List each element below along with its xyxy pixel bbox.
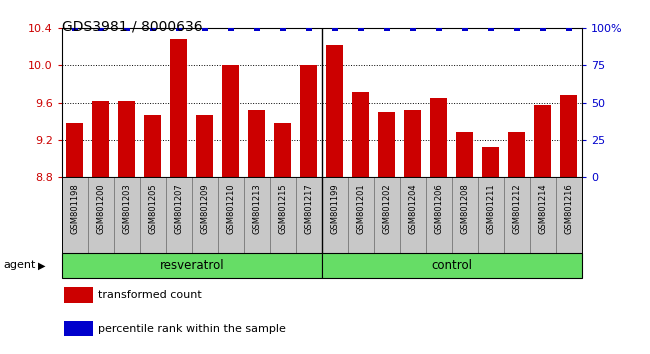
Text: GSM801202: GSM801202 xyxy=(382,183,391,234)
Text: GSM801212: GSM801212 xyxy=(512,183,521,234)
Bar xyxy=(300,64,317,177)
Bar xyxy=(66,123,83,177)
Text: ▶: ▶ xyxy=(38,261,46,270)
Text: GSM801201: GSM801201 xyxy=(356,183,365,234)
Bar xyxy=(274,123,291,177)
Text: control: control xyxy=(431,259,473,272)
Text: percentile rank within the sample: percentile rank within the sample xyxy=(98,324,286,333)
Bar xyxy=(322,253,582,278)
Bar xyxy=(196,115,213,177)
Bar xyxy=(430,98,447,177)
Bar xyxy=(144,115,161,177)
Text: GSM801205: GSM801205 xyxy=(148,183,157,234)
Text: GSM801215: GSM801215 xyxy=(278,183,287,234)
Text: agent: agent xyxy=(3,261,36,270)
Bar xyxy=(378,112,395,177)
Bar xyxy=(352,92,369,177)
Bar xyxy=(222,64,239,177)
Text: GSM801217: GSM801217 xyxy=(304,183,313,234)
Text: GSM801213: GSM801213 xyxy=(252,183,261,234)
Bar xyxy=(64,321,93,336)
Bar xyxy=(508,132,525,177)
Bar xyxy=(456,132,473,177)
Text: resveratrol: resveratrol xyxy=(159,259,224,272)
Bar xyxy=(92,101,109,177)
Bar xyxy=(534,104,551,177)
Text: GSM801203: GSM801203 xyxy=(122,183,131,234)
Text: transformed count: transformed count xyxy=(98,290,202,300)
Text: GSM801210: GSM801210 xyxy=(226,183,235,234)
Bar xyxy=(248,110,265,177)
Text: GSM801211: GSM801211 xyxy=(486,183,495,234)
Text: GSM801204: GSM801204 xyxy=(408,183,417,234)
Text: GDS3981 / 8000636: GDS3981 / 8000636 xyxy=(62,19,202,34)
Text: GSM801216: GSM801216 xyxy=(564,183,573,234)
Text: GSM801209: GSM801209 xyxy=(200,183,209,234)
Bar xyxy=(560,95,577,177)
Bar xyxy=(404,110,421,177)
Text: GSM801198: GSM801198 xyxy=(70,183,79,234)
Text: GSM801206: GSM801206 xyxy=(434,183,443,234)
Bar xyxy=(326,45,343,177)
Text: GSM801207: GSM801207 xyxy=(174,183,183,234)
Text: GSM801199: GSM801199 xyxy=(330,183,339,234)
Bar xyxy=(64,287,93,303)
Bar xyxy=(482,147,499,177)
Text: GSM801214: GSM801214 xyxy=(538,183,547,234)
Bar xyxy=(170,40,187,177)
Bar xyxy=(62,253,322,278)
Text: GSM801200: GSM801200 xyxy=(96,183,105,234)
Text: GSM801208: GSM801208 xyxy=(460,183,469,234)
Bar xyxy=(118,101,135,177)
